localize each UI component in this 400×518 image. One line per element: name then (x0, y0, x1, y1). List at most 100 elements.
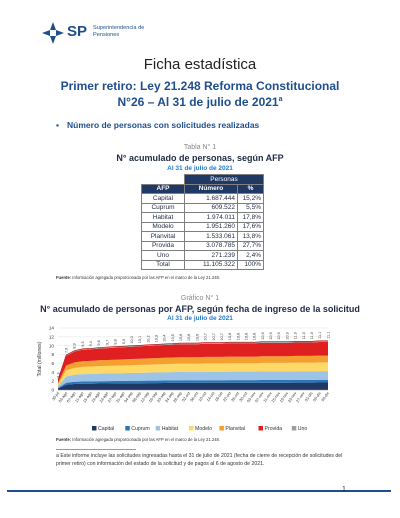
x-tick-label: 23-ago (98, 391, 109, 404)
series-area-planvital (58, 355, 328, 385)
x-tick-label: 20-sep (156, 391, 167, 404)
x-tick-label: 24-sep (164, 391, 175, 404)
bullet-icon: ▪ (56, 120, 60, 130)
y-tick-label: 10 (49, 343, 55, 348)
cell-pct: 27,7% (237, 240, 264, 251)
x-tick-label: 19-ago (90, 391, 101, 404)
table-heading: N° acumulado de personas, según AFP (116, 153, 284, 163)
x-tick-label: 15-ago (82, 391, 93, 404)
table-row: Habitat 1.974.011 17,8% (141, 212, 264, 223)
legend-swatch (189, 426, 194, 431)
table-row: Total 11.105.322 100% (141, 259, 264, 270)
data-label: 10,9 (269, 332, 273, 339)
x-tick-label: 01-dic (304, 391, 314, 403)
y-tick-label: 2 (51, 379, 54, 384)
group-header: Personas (184, 174, 264, 185)
series-area-modelo (58, 362, 328, 387)
table-row: Modelo 1.951.260 17,6% (141, 221, 264, 232)
data-label: 10,7 (212, 333, 216, 340)
x-tick-label: 26-oct (230, 390, 241, 402)
x-tick-label: 04-sep (123, 391, 134, 404)
org-name: Superintendencia de Pensiones (93, 25, 145, 38)
legend-label: Planvital (225, 426, 245, 432)
footnote: a Este informe incluye las solicitudes i… (56, 453, 343, 467)
cell-num: 11.105.322 (184, 259, 238, 270)
x-tick-label: 06-oct (189, 390, 200, 402)
cell-afp: Cuprum (141, 202, 185, 213)
legend-swatch (219, 426, 224, 431)
data-label: 10,8 (236, 333, 240, 340)
cell-num: 271.239 (184, 250, 238, 261)
page-number: 1 (342, 486, 346, 493)
data-label: 9,3 (81, 342, 85, 347)
data-label: 9,4 (89, 341, 93, 346)
cell-num: 1.974.011 (184, 212, 238, 223)
cell-pct: 2,4% (237, 250, 264, 261)
x-tick-label: 07-nov (254, 391, 265, 404)
cell-pct: 15,2% (237, 193, 264, 204)
table-row: Cuprum 609.522 5,5% (141, 202, 264, 213)
cell-pct: 13,8% (237, 231, 264, 242)
data-label: 9,7 (105, 340, 109, 345)
data-label: 9,9 (122, 339, 126, 344)
legend-label: Uno (298, 426, 308, 432)
y-axis-label: Total (millones) (37, 341, 43, 376)
legend-label: Cuprum (131, 426, 149, 432)
data-label: 9,6 (97, 340, 101, 345)
x-tick-label: 09-dic (320, 391, 330, 403)
cell-pct: 17,6% (237, 221, 264, 232)
col-header-number: Número (184, 183, 238, 194)
x-tick-label: 30-oct (238, 390, 249, 402)
x-tick-label: 03-ago (57, 391, 68, 404)
cell-afp: Modelo (141, 221, 185, 232)
series-area-capital (58, 382, 328, 390)
data-label: 10,8 (245, 333, 249, 340)
x-tick-label: 05-dic (312, 391, 322, 403)
series-area-cuprum (58, 379, 328, 389)
col-header-afp: AFP (141, 183, 185, 194)
data-label: 7,9 (65, 348, 69, 353)
x-tick-label: 12-sep (139, 391, 150, 404)
page-title: Ficha estadística (143, 56, 257, 73)
data-label: 11,0 (294, 332, 298, 339)
cell-pct: 100% (237, 259, 264, 270)
table-row: Provida 3.078.785 27,7% (141, 240, 264, 251)
data-label: 9,8 (114, 339, 118, 344)
section-heading: ▪ Número de personas con solicitudes real… (56, 120, 260, 130)
data-label: 10,7 (204, 333, 208, 340)
legend-label: Habitat (162, 426, 179, 432)
logo-mark-icon (42, 22, 64, 44)
series-area-habitat (58, 371, 328, 388)
cell-afp: Provida (141, 240, 185, 251)
x-tick-label: 27-nov (295, 391, 306, 404)
x-tick-label: 16-sep (147, 391, 158, 404)
table-caption: Tabla N° 1 (183, 144, 217, 151)
y-tick-label: 8 (51, 352, 54, 357)
y-tick-label: 4 (51, 370, 54, 375)
data-label: 2,3 (56, 373, 60, 378)
bottom-rule (7, 490, 391, 492)
figure-caption: Gráfico N° 1 (180, 295, 220, 302)
data-label: 10,6 (179, 334, 183, 341)
cell-num: 1.687.444 (184, 193, 238, 204)
data-label: 10,6 (195, 334, 199, 341)
legend-swatch (258, 426, 263, 431)
logo-sp-text: SP (67, 23, 88, 40)
data-label: 10,5 (171, 334, 175, 341)
legend-swatch (291, 426, 297, 431)
cell-afp: Uno (141, 250, 185, 261)
legend-label: Modelo (195, 426, 212, 432)
cell-afp: Total (141, 259, 185, 270)
cell-num: 1.533.061 (184, 231, 238, 242)
cell-pct: 17,8% (237, 212, 264, 223)
x-tick-label: 11-ago (74, 391, 85, 404)
legend-label: Provida (265, 426, 283, 432)
x-tick-label: 11-nov (262, 391, 273, 403)
cell-afp: Habitat (141, 212, 185, 223)
total-line (57, 340, 328, 380)
x-tick-label: 10-oct (197, 390, 208, 402)
figure-date: Al 31 de julio de 2021 (167, 315, 233, 322)
footnote-divider (56, 449, 136, 450)
x-tick-label: 30-jul (51, 391, 61, 402)
data-label: 8,9 (73, 343, 77, 348)
